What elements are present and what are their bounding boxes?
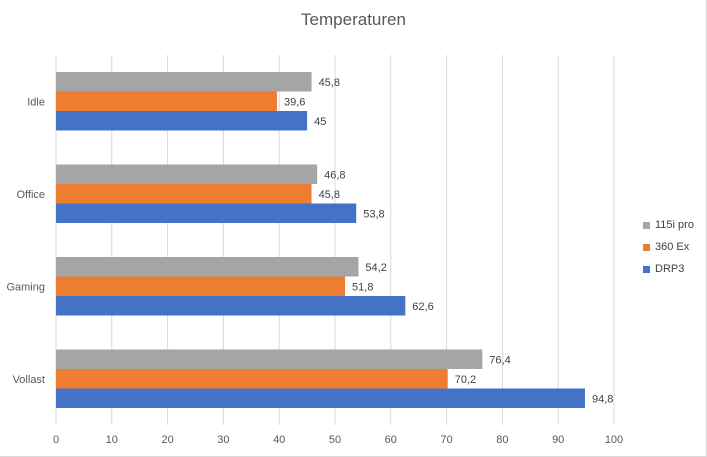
legend-label: 360 Ex xyxy=(655,241,690,253)
x-tick-label: 30 xyxy=(217,434,229,446)
legend-swatch xyxy=(643,243,650,251)
tick-labels: 0 10 20 30 40 50 60 70 80 90 100 xyxy=(53,434,623,446)
legend-label: DRP3 xyxy=(655,263,685,275)
bar xyxy=(56,276,346,296)
x-tick-label: 50 xyxy=(329,434,341,446)
data-label: 45,8 xyxy=(319,189,340,201)
data-label: 39,6 xyxy=(284,96,305,108)
data-label: 45 xyxy=(314,116,326,128)
chart-title: Temperaturen xyxy=(301,10,406,29)
bar xyxy=(56,388,585,408)
value-labels: 45,8 39,6 45 46,8 45,8 53,8 54,2 51,8 62,6 76,4 70… xyxy=(284,77,613,406)
data-label: 53,8 xyxy=(363,208,384,220)
data-label: 70,2 xyxy=(455,374,476,386)
data-label: 62,6 xyxy=(412,301,433,313)
legend-label: 115i pro xyxy=(655,219,694,231)
category-label: Vollast xyxy=(13,374,45,386)
legend: 115i pro 360 Ex DRP3 xyxy=(643,214,694,280)
legend-item-drp3: DRP3 xyxy=(643,258,694,280)
category-label: Idle xyxy=(27,96,45,108)
legend-swatch xyxy=(643,265,650,273)
x-tick-label: 60 xyxy=(385,434,397,446)
data-label: 51,8 xyxy=(352,281,373,293)
bar xyxy=(56,203,357,223)
x-tick-label: 10 xyxy=(106,434,118,446)
data-label: 94,8 xyxy=(592,393,613,405)
category-labels: Idle Office Gaming Vollast xyxy=(6,96,45,386)
x-tick-label: 0 xyxy=(53,434,59,446)
x-tick-label: 80 xyxy=(496,434,508,446)
bar xyxy=(56,184,312,204)
data-label: 76,4 xyxy=(489,354,510,366)
bar xyxy=(56,257,359,277)
bar xyxy=(56,111,308,131)
legend-swatch xyxy=(643,221,650,229)
category-label: Gaming xyxy=(6,281,45,293)
bar xyxy=(56,164,318,184)
data-label: 45,8 xyxy=(319,77,340,89)
data-label: 54,2 xyxy=(365,262,386,274)
legend-item-360-ex: 360 Ex xyxy=(643,236,694,258)
bar xyxy=(56,369,448,389)
category-label: Office xyxy=(16,189,45,201)
data-label: 46,8 xyxy=(324,169,345,181)
x-tick-label: 70 xyxy=(440,434,452,446)
x-tick-label: 40 xyxy=(273,434,285,446)
x-tick-label: 20 xyxy=(161,434,173,446)
bar xyxy=(56,296,406,316)
bar xyxy=(56,349,483,369)
x-tick-label: 90 xyxy=(552,434,564,446)
x-tick-label: 100 xyxy=(605,434,623,446)
bar xyxy=(56,91,277,111)
bars xyxy=(56,72,585,408)
legend-item-115i-pro: 115i pro xyxy=(643,214,694,236)
bar xyxy=(56,72,312,92)
